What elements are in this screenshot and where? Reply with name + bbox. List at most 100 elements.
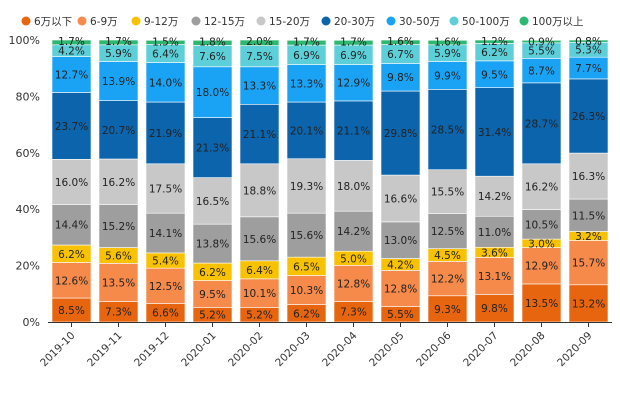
- bar-segment[interactable]: [427, 39, 468, 46]
- bar-segment[interactable]: [239, 39, 280, 46]
- data-label: 1.6%: [434, 36, 461, 48]
- data-label: 28.5%: [431, 125, 464, 137]
- bar-segment[interactable]: [380, 63, 421, 92]
- bar-segment[interactable]: [145, 39, 186, 45]
- data-label: 29.8%: [384, 128, 417, 140]
- bar-segment[interactable]: [239, 103, 280, 165]
- bar-segment[interactable]: [474, 294, 515, 323]
- bar-segment[interactable]: [427, 213, 468, 249]
- legend-label-1[interactable]: 6-9万: [90, 16, 118, 28]
- data-label: 1.7%: [58, 36, 85, 48]
- y-tick-label: 80%: [16, 90, 40, 103]
- bar-segment[interactable]: [521, 82, 562, 165]
- data-label: 15.2%: [102, 221, 135, 233]
- bar-segment[interactable]: [192, 66, 233, 118]
- legend-label-6[interactable]: 30-50万: [399, 16, 440, 28]
- data-label: 6.2%: [199, 267, 226, 279]
- bar-segment[interactable]: [521, 58, 562, 84]
- legend-label-7[interactable]: 50-100万: [462, 16, 510, 28]
- bar-segment[interactable]: [239, 278, 280, 308]
- bar-segment[interactable]: [427, 169, 468, 214]
- bar-segment[interactable]: [145, 101, 186, 165]
- bar-segment[interactable]: [474, 215, 515, 248]
- bar-segment[interactable]: [192, 117, 233, 178]
- bar-segment[interactable]: [380, 39, 421, 45]
- bar-segment[interactable]: [427, 261, 468, 297]
- data-label: 2.0%: [246, 36, 273, 48]
- bar-segment[interactable]: [286, 101, 327, 160]
- bar-segment[interactable]: [145, 163, 186, 214]
- data-label: 12.8%: [384, 283, 417, 295]
- bar-segment[interactable]: [568, 152, 609, 200]
- legend-label-3[interactable]: 12-15万: [204, 16, 245, 28]
- bar-segment[interactable]: [521, 209, 562, 240]
- bar-segment[interactable]: [568, 39, 609, 43]
- bar-segment[interactable]: [286, 275, 327, 305]
- bar-segment[interactable]: [333, 160, 374, 212]
- legend-label-2[interactable]: 9-12万: [144, 16, 178, 28]
- data-label: 5.6%: [105, 250, 132, 262]
- bar-segment[interactable]: [286, 39, 327, 46]
- data-label: 4.2%: [387, 259, 414, 271]
- bar-segment[interactable]: [427, 61, 468, 90]
- legend-label-5[interactable]: 20-30万: [334, 16, 375, 28]
- x-tick-label: 2019-10: [38, 330, 78, 370]
- bar-segment[interactable]: [333, 39, 374, 46]
- bar-segment[interactable]: [568, 240, 609, 286]
- bar-segment[interactable]: [568, 78, 609, 154]
- bar-segment[interactable]: [51, 158, 92, 205]
- data-label: 7.3%: [340, 307, 367, 319]
- x-tick-label: 2020-07: [461, 330, 501, 370]
- bar-segment[interactable]: [380, 270, 421, 307]
- bar-segment[interactable]: [333, 100, 374, 161]
- bar-segment[interactable]: [51, 39, 92, 46]
- data-label: 12.7%: [55, 70, 88, 82]
- bar-segment[interactable]: [98, 158, 139, 205]
- legend-label-0[interactable]: 6万以下: [34, 16, 72, 28]
- bar-segment[interactable]: [192, 223, 233, 264]
- bar-segment[interactable]: [380, 221, 421, 259]
- bar-segment[interactable]: [286, 158, 327, 214]
- data-label: 3.0%: [528, 238, 555, 250]
- bar-segment[interactable]: [474, 60, 515, 88]
- x-tick-label: 2020-03: [273, 330, 313, 370]
- legend-label-8[interactable]: 100万以上: [532, 16, 584, 28]
- bar-segment[interactable]: [474, 87, 515, 177]
- legend-marker-2: [131, 16, 141, 26]
- bar-segment[interactable]: [568, 198, 609, 232]
- bar-segment[interactable]: [474, 257, 515, 295]
- bar-segment[interactable]: [286, 212, 327, 258]
- bar-segment[interactable]: [192, 280, 233, 308]
- bar-segment[interactable]: [521, 163, 562, 210]
- bar-segment[interactable]: [98, 39, 139, 46]
- bar-segment[interactable]: [192, 177, 233, 225]
- bar-segment[interactable]: [333, 210, 374, 252]
- bar-segment[interactable]: [98, 204, 139, 248]
- bar-segment[interactable]: [51, 204, 92, 246]
- bar-segment[interactable]: [98, 61, 139, 101]
- bar-segment[interactable]: [51, 56, 92, 93]
- bar-segment[interactable]: [239, 163, 280, 218]
- data-label: 13.3%: [290, 78, 323, 90]
- bar-segment[interactable]: [51, 262, 92, 299]
- bar-segment[interactable]: [239, 66, 280, 105]
- bar-segment[interactable]: [474, 39, 515, 44]
- bar-segment[interactable]: [98, 100, 139, 160]
- bar-segment[interactable]: [192, 39, 233, 46]
- data-label: 1.7%: [105, 36, 132, 48]
- bar-segment[interactable]: [521, 283, 562, 323]
- data-label: 6.2%: [58, 249, 85, 261]
- data-label: 11.0%: [478, 227, 511, 239]
- bar-segment[interactable]: [333, 64, 374, 102]
- bar-segment[interactable]: [380, 90, 421, 176]
- bar-segment[interactable]: [145, 212, 186, 254]
- data-label: 9.9%: [434, 70, 461, 82]
- bar-segment[interactable]: [427, 89, 468, 171]
- bar-segment[interactable]: [568, 284, 609, 323]
- legend-label-4[interactable]: 15-20万: [269, 16, 310, 28]
- data-label: 18.8%: [243, 185, 276, 197]
- bar-segment[interactable]: [521, 247, 562, 285]
- bar-segment[interactable]: [521, 39, 562, 44]
- legend-marker-3: [191, 16, 201, 26]
- bar-segment[interactable]: [145, 62, 186, 103]
